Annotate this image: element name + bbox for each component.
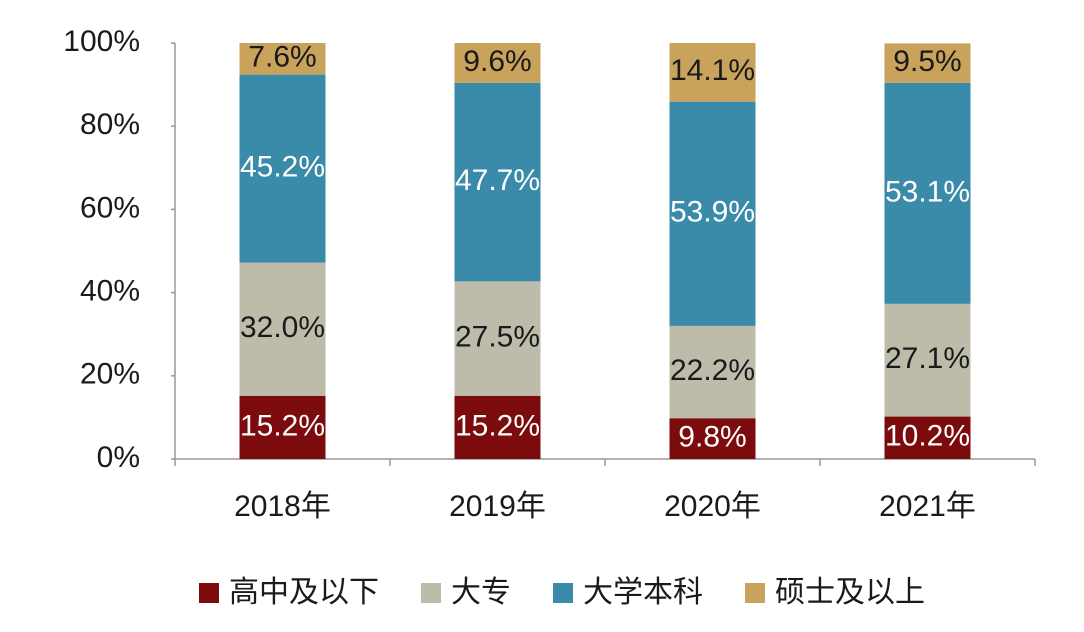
data-label: 7.6% xyxy=(248,41,316,74)
data-label: 9.5% xyxy=(893,45,961,78)
data-label: 9.8% xyxy=(678,421,746,454)
data-label: 15.2% xyxy=(240,409,325,442)
data-label: 22.2% xyxy=(670,354,755,387)
y-tick-label: 80% xyxy=(80,108,140,141)
bar-segment xyxy=(884,82,971,304)
bar-segment xyxy=(669,101,756,326)
bar-segment xyxy=(239,74,326,263)
data-label: 27.5% xyxy=(455,320,540,353)
y-tick-label: 0% xyxy=(97,441,140,474)
data-label: 45.2% xyxy=(240,151,325,184)
legend-swatch xyxy=(745,583,765,603)
legend-swatch xyxy=(553,583,573,603)
bar-segment xyxy=(884,43,971,83)
data-label: 53.1% xyxy=(885,175,970,208)
data-label: 9.6% xyxy=(463,45,531,78)
y-tick-label: 40% xyxy=(80,275,140,308)
data-label: 32.0% xyxy=(240,311,325,344)
x-tick-label: 2021年 xyxy=(879,490,976,523)
y-tick-label: 60% xyxy=(80,191,140,224)
legend-label: 硕士及以上 xyxy=(775,576,925,609)
legend-swatch xyxy=(421,583,441,603)
bar-segment xyxy=(454,395,541,459)
bar-segment xyxy=(884,416,971,459)
bar-segment xyxy=(454,82,541,282)
data-label: 27.1% xyxy=(885,342,970,375)
bar-segment xyxy=(669,325,756,419)
bar-segment xyxy=(454,281,541,396)
data-label: 10.2% xyxy=(885,420,970,453)
x-tick-label: 2019年 xyxy=(449,490,546,523)
bar-segment xyxy=(884,303,971,417)
x-tick-label: 2018年 xyxy=(234,490,331,523)
x-tick-label: 2020年 xyxy=(664,490,761,523)
data-label: 47.7% xyxy=(455,164,540,197)
legend-label: 高中及以下 xyxy=(229,576,379,609)
legend-label: 大学本科 xyxy=(583,576,703,609)
bar-segment xyxy=(239,43,326,75)
bar-segment xyxy=(669,43,756,102)
legend-swatch xyxy=(199,583,219,603)
legend-label: 大专 xyxy=(451,576,511,609)
data-label: 14.1% xyxy=(670,54,755,87)
bar-segment xyxy=(239,395,326,459)
bar-segment xyxy=(454,43,541,83)
bar-segment xyxy=(239,262,326,396)
y-tick-label: 20% xyxy=(80,358,140,391)
bar-segment xyxy=(669,418,756,459)
data-label: 15.2% xyxy=(455,409,540,442)
data-label: 53.9% xyxy=(670,196,755,229)
y-tick-label: 100% xyxy=(63,25,140,58)
